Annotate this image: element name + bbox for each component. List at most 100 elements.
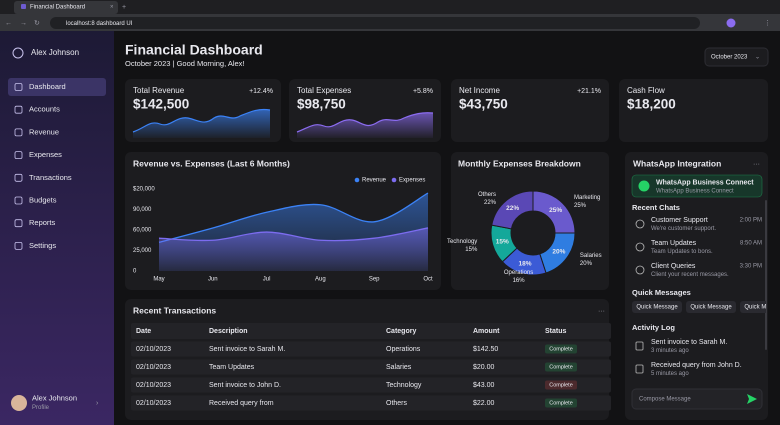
column-header: Description [209, 328, 248, 335]
kpi-label: Net Income [459, 86, 500, 95]
table-cell: Operations [386, 346, 421, 353]
period-caret: ⌄ [755, 55, 760, 61]
status-pill [545, 380, 577, 390]
kpi-label: Cash Flow [627, 86, 665, 95]
nav-item[interactable]: Budgets [29, 195, 57, 204]
slice-value-label: 20% [552, 249, 565, 256]
table-cell: Others [386, 400, 408, 407]
chat-name[interactable]: Customer Support [651, 217, 708, 224]
nav-item[interactable]: Revenue [29, 127, 59, 136]
slice-value-label: 18% [519, 261, 532, 268]
nav-icon [14, 196, 23, 205]
table-header-row [131, 323, 611, 339]
slice-outer-label: 15% [465, 247, 478, 253]
table-row[interactable] [131, 395, 611, 411]
whatsapp-menu[interactable]: ··· [753, 161, 760, 168]
status-pill [545, 398, 577, 408]
sparkline-expenses-line [296, 112, 434, 133]
nav-icon [14, 128, 23, 137]
page-subtitle: October 2023 | Good Morning, Alex! [125, 59, 245, 68]
tab-bar [0, 0, 780, 14]
table-cell: Sent invoice to Sarah M. [209, 346, 285, 353]
nav-item[interactable]: Accounts [29, 105, 60, 114]
menu[interactable]: ⋮ [764, 20, 771, 27]
column-header: Date [136, 328, 151, 335]
nav-forward[interactable]: → [20, 20, 27, 27]
x-tick-label: Jul [263, 277, 271, 283]
reload[interactable]: ↻ [34, 20, 40, 27]
nav-item[interactable]: Reports [29, 218, 56, 227]
profile-chevron[interactable]: › [96, 400, 99, 407]
table-cell: $142.50 [473, 346, 498, 353]
slice-name: Salaries [580, 253, 602, 259]
tab[interactable] [14, 1, 118, 14]
expenses-card [451, 152, 609, 290]
quick-messages-title: Quick Messages [632, 288, 691, 297]
kpi-card [451, 79, 609, 142]
kpi-value: $98,750 [297, 97, 346, 112]
series-line [158, 227, 429, 242]
nav-item[interactable]: Dashboard [29, 82, 66, 91]
legend-label[interactable]: Revenue [362, 178, 387, 184]
whatsapp-banner[interactable] [631, 174, 763, 198]
quick-message-chip[interactable] [740, 301, 780, 313]
nav-item[interactable]: Settings [29, 241, 56, 250]
activity-text: Received query from John D. [651, 362, 742, 369]
kpi-change: +21.1% [577, 88, 601, 95]
nav-item[interactable]: Transactions [29, 173, 72, 182]
slice-outer-label: 22% [484, 200, 497, 206]
activity-time: 3 minutes ago [651, 348, 689, 354]
y-tick-label: 90,000 [133, 207, 152, 213]
chat-name[interactable]: Team Updates [651, 240, 697, 247]
send-button[interactable] [747, 394, 757, 404]
x-tick-label: Oct [423, 277, 433, 283]
kpi-change: +5.8% [413, 88, 433, 95]
table-cell: Sent invoice to John D. [209, 382, 281, 389]
kpi-label: Total Expenses [297, 86, 351, 95]
series-line [158, 192, 429, 243]
whatsapp-icon [638, 180, 650, 192]
activity-title: Activity Log [632, 323, 675, 332]
nav-back[interactable]: ← [5, 20, 12, 27]
chat-time: 2:00 PM [740, 218, 762, 224]
slice-outer-label: 25% [574, 203, 587, 209]
profile-name[interactable]: Alex Johnson [32, 393, 77, 402]
banner-subtitle: WhatsApp Business Connect [656, 189, 734, 195]
nav-icon [14, 241, 23, 250]
compose-field[interactable] [631, 388, 763, 410]
x-tick-label: Aug [315, 277, 326, 283]
tab-close[interactable]: × [110, 5, 114, 11]
banner-title: WhatsApp Business Connect [656, 179, 754, 186]
activity-text: Sent invoice to Sarah M. [651, 339, 727, 346]
column-header: Category [386, 328, 416, 335]
kpi-value: $43,750 [459, 97, 508, 112]
legend-label[interactable]: Expenses [399, 178, 425, 184]
scrollbar[interactable] [765, 200, 767, 350]
table-row[interactable] [131, 377, 611, 393]
table-row[interactable] [131, 341, 611, 357]
new-tab[interactable]: + [122, 4, 126, 11]
chat-name[interactable]: Client Queries [651, 263, 696, 270]
profile-button[interactable] [726, 18, 736, 28]
status-pill [545, 362, 577, 372]
table-cell: Technology [386, 382, 422, 389]
recent-chats-title: Recent Chats [632, 203, 680, 212]
slice-outer-label: 20% [580, 261, 593, 267]
activity-time: 5 minutes ago [651, 371, 689, 377]
slice-name: Others [478, 192, 496, 198]
period-select[interactable] [704, 47, 769, 67]
y-tick-label: 60,000 [133, 228, 152, 234]
chat-icon [635, 265, 645, 275]
url-field[interactable] [50, 17, 700, 29]
sparkline-revenue [133, 109, 270, 138]
activity-icon [635, 364, 644, 374]
quick-message-chip[interactable] [632, 301, 682, 313]
table-row[interactable] [131, 359, 611, 375]
profile-role: Profile [32, 405, 50, 411]
transactions-menu[interactable]: ··· [598, 308, 605, 315]
chat-time: 3:30 PM [740, 264, 762, 270]
nav-item[interactable]: Expenses [29, 150, 62, 159]
nav-icon [14, 219, 23, 228]
quick-message-chip[interactable] [686, 301, 736, 313]
